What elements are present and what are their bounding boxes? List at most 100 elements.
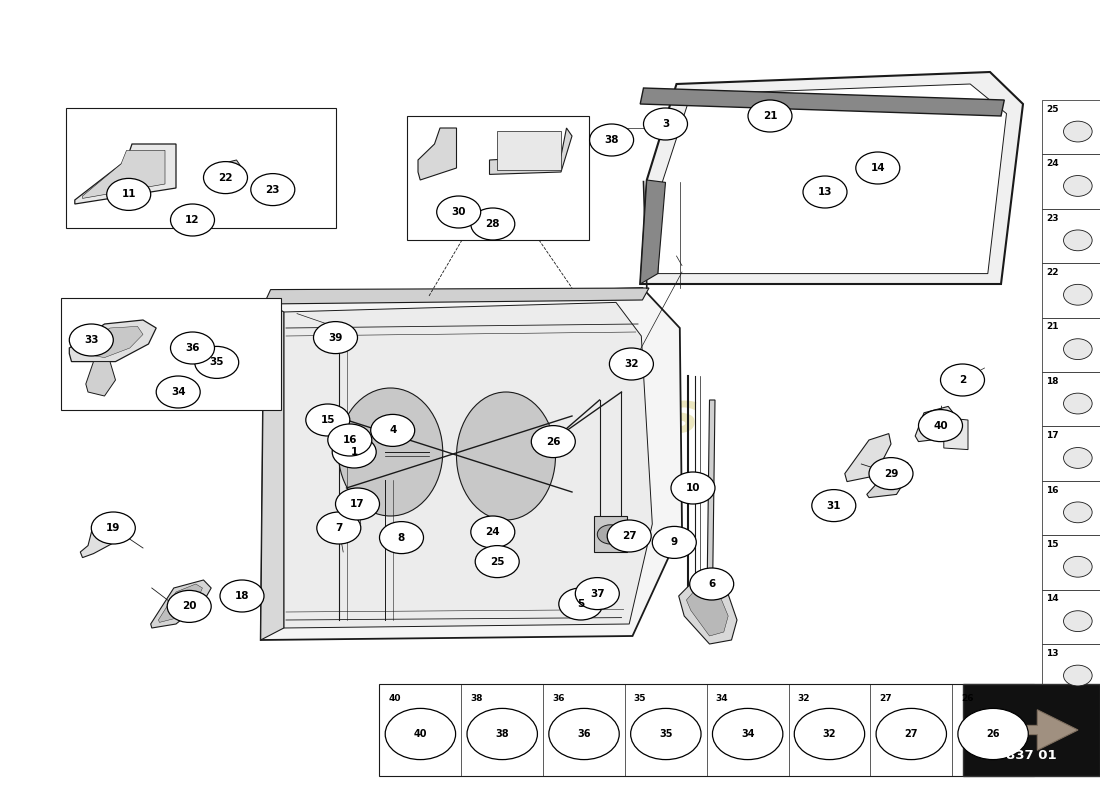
Circle shape: [1064, 230, 1092, 250]
Circle shape: [856, 152, 900, 184]
Circle shape: [437, 196, 481, 228]
Polygon shape: [264, 288, 649, 304]
Text: 38: 38: [470, 694, 483, 702]
Text: 36: 36: [552, 694, 564, 702]
Polygon shape: [686, 582, 728, 636]
Circle shape: [748, 100, 792, 132]
Text: 37: 37: [590, 589, 605, 598]
Bar: [1042, 209, 1100, 263]
Polygon shape: [707, 400, 715, 572]
Text: 3: 3: [662, 119, 669, 129]
Circle shape: [609, 348, 653, 380]
Text: 26: 26: [987, 729, 1000, 739]
Polygon shape: [971, 710, 1078, 750]
Bar: [1042, 263, 1100, 318]
Circle shape: [385, 709, 455, 760]
Text: 17: 17: [1046, 431, 1058, 440]
Polygon shape: [82, 150, 165, 198]
Circle shape: [575, 578, 619, 610]
Bar: [1042, 372, 1100, 426]
Bar: [962, 684, 1100, 776]
Polygon shape: [594, 516, 627, 552]
Circle shape: [1064, 121, 1092, 142]
Polygon shape: [220, 160, 242, 178]
Polygon shape: [418, 128, 456, 180]
Ellipse shape: [339, 388, 442, 516]
Circle shape: [671, 472, 715, 504]
Circle shape: [107, 178, 151, 210]
Circle shape: [170, 332, 214, 364]
Circle shape: [332, 436, 376, 468]
Polygon shape: [944, 418, 968, 450]
Circle shape: [597, 525, 624, 544]
Circle shape: [876, 709, 946, 760]
Text: 16: 16: [1046, 486, 1058, 494]
Circle shape: [1064, 502, 1092, 522]
Polygon shape: [915, 406, 957, 442]
Polygon shape: [640, 180, 666, 284]
Circle shape: [1064, 556, 1092, 577]
Circle shape: [1064, 447, 1092, 468]
Text: 10: 10: [685, 483, 701, 493]
Text: 15: 15: [320, 415, 336, 425]
Polygon shape: [658, 84, 1006, 274]
Bar: [60, 298, 280, 410]
Circle shape: [713, 709, 783, 760]
Text: 25: 25: [490, 557, 505, 566]
Circle shape: [794, 709, 865, 760]
Text: 22: 22: [218, 173, 233, 182]
Text: 26: 26: [961, 694, 974, 702]
Polygon shape: [490, 128, 572, 174]
Text: 13: 13: [1046, 649, 1058, 658]
Circle shape: [251, 174, 295, 206]
Text: 26: 26: [546, 437, 561, 446]
Circle shape: [170, 204, 214, 236]
Circle shape: [317, 512, 361, 544]
Bar: [497, 131, 561, 170]
Text: 34: 34: [715, 694, 728, 702]
Text: 28: 28: [485, 219, 501, 229]
Polygon shape: [82, 326, 143, 358]
Polygon shape: [679, 576, 737, 644]
Bar: [1042, 535, 1100, 590]
Circle shape: [475, 546, 519, 578]
Text: 40: 40: [388, 694, 400, 702]
Text: 23: 23: [1046, 214, 1058, 222]
Bar: [1042, 481, 1100, 535]
Text: 14: 14: [1046, 594, 1058, 603]
Polygon shape: [86, 362, 116, 396]
Circle shape: [803, 176, 847, 208]
Circle shape: [958, 709, 1028, 760]
Circle shape: [471, 516, 515, 548]
Circle shape: [1064, 284, 1092, 305]
Circle shape: [1064, 665, 1092, 686]
Text: 32: 32: [798, 694, 810, 702]
Text: 27: 27: [621, 531, 637, 541]
Text: 7: 7: [336, 523, 342, 533]
Text: 6: 6: [708, 579, 715, 589]
Circle shape: [314, 322, 358, 354]
Text: 837 01: 837 01: [1005, 750, 1057, 762]
Circle shape: [69, 324, 113, 356]
Bar: [1042, 318, 1100, 372]
Text: 40: 40: [414, 729, 427, 739]
Circle shape: [371, 414, 415, 446]
Text: 5: 5: [578, 599, 584, 609]
Text: 8: 8: [398, 533, 405, 542]
Text: 24: 24: [485, 527, 501, 537]
Circle shape: [1064, 175, 1092, 196]
Polygon shape: [867, 462, 911, 498]
Bar: [379, 684, 1034, 776]
Circle shape: [195, 346, 239, 378]
Bar: [1042, 590, 1100, 644]
Text: 29: 29: [883, 469, 899, 478]
Text: 35: 35: [659, 729, 672, 739]
Text: 17: 17: [350, 499, 365, 509]
Bar: [1042, 100, 1100, 154]
Polygon shape: [261, 300, 284, 640]
Circle shape: [379, 522, 424, 554]
Circle shape: [204, 162, 248, 194]
Circle shape: [468, 709, 538, 760]
Text: 21: 21: [1046, 322, 1058, 331]
Circle shape: [471, 208, 515, 240]
